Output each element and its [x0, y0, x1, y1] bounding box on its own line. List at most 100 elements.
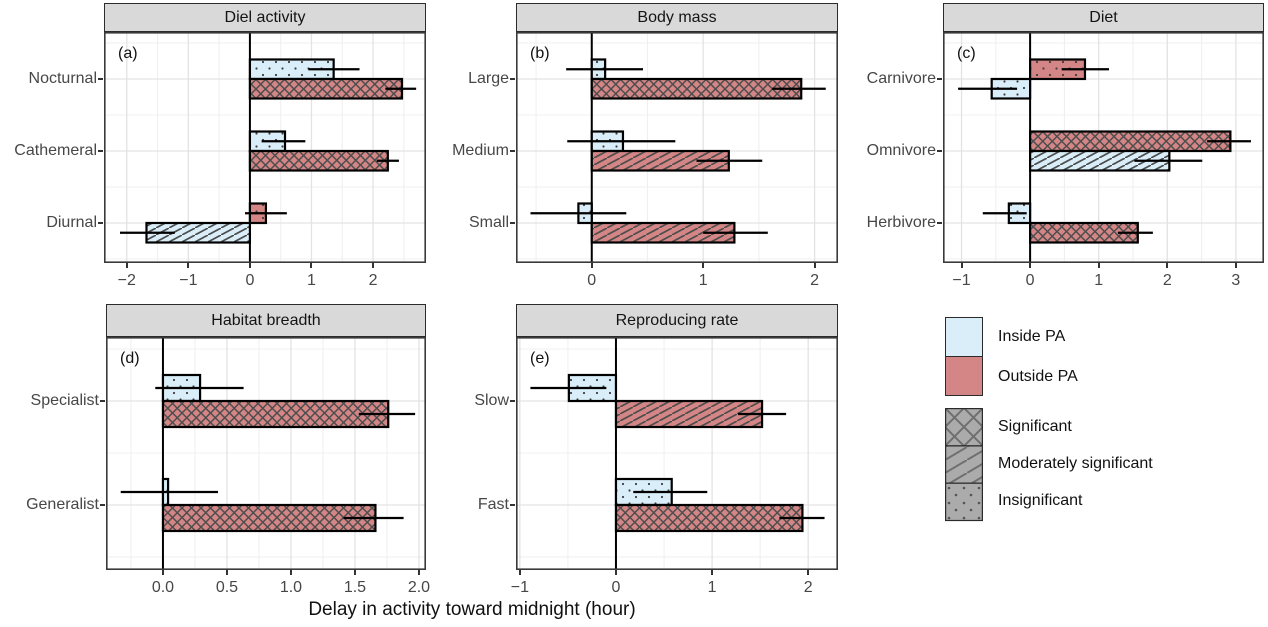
- bar-pattern: [249, 59, 334, 79]
- y-tick-mark: [510, 150, 515, 152]
- panel-border: [943, 32, 1264, 263]
- x-tick-mark: [711, 570, 714, 575]
- bar-pattern: [615, 401, 763, 428]
- bar-pattern: [162, 504, 376, 531]
- y-tick-mark: [98, 77, 103, 80]
- panel-plot-a: (a): [104, 32, 426, 263]
- x-tick-label: 3: [1231, 272, 1241, 289]
- x-tick-label: 0: [587, 272, 597, 289]
- x-tick-label: 2: [810, 272, 820, 289]
- panel-border: [106, 337, 426, 570]
- x-tick-label: 0: [611, 579, 621, 596]
- x-tick-mark: [161, 570, 164, 575]
- bar-pattern: [615, 504, 803, 531]
- legend-swatch-moderately-significant: [945, 445, 983, 484]
- x-tick-mark: [353, 570, 356, 575]
- x-tick-mark: [702, 263, 705, 268]
- category-label: Large: [468, 69, 509, 87]
- legend-swatch-outside-pa: [945, 356, 983, 396]
- facet-strip-e: Reproducing rate: [516, 304, 838, 337]
- x-tick-mark: [310, 263, 313, 268]
- category-label: Cathemeral: [14, 142, 97, 159]
- x-tick-mark: [248, 263, 251, 268]
- x-tick-label: −1: [510, 579, 529, 596]
- bar-pattern: [1030, 151, 1170, 171]
- x-tick-label: 0: [1025, 272, 1035, 289]
- category-label: Herbivore: [866, 213, 936, 231]
- x-tick-mark: [417, 570, 420, 575]
- x-tick-label: 2.0: [407, 579, 431, 596]
- x-tick-mark: [1097, 263, 1100, 268]
- y-tick-mark: [100, 400, 105, 402]
- panel-plot-b: (b): [516, 32, 838, 263]
- x-tick-mark: [225, 570, 228, 575]
- category-label: Fast: [477, 495, 509, 513]
- x-tick-label: 2: [368, 272, 378, 289]
- legend: Inside PA Outside PA Significant Moderat…: [945, 317, 1265, 547]
- category-label: Carnivore: [866, 69, 936, 87]
- facet-strip-d: Habitat breadth: [106, 304, 426, 337]
- x-tick-mark: [1166, 263, 1169, 268]
- panel-border: [516, 337, 838, 570]
- category-label: Nocturnal: [28, 69, 97, 87]
- x-tick-mark: [518, 570, 521, 575]
- x-tick-label: 1.5: [343, 579, 367, 596]
- x-tick-label: −1: [952, 272, 971, 289]
- x-tick-label: 0.5: [215, 579, 239, 596]
- y-tick-mark: [510, 503, 515, 506]
- x-tick-mark: [590, 263, 593, 268]
- y-tick-mark: [98, 221, 103, 224]
- x-tick-mark: [1029, 263, 1032, 268]
- x-tick-mark: [125, 263, 128, 268]
- bar-pattern: [162, 401, 389, 428]
- bar-pattern: [1030, 59, 1085, 79]
- legend-label-inside-pa: Inside PA: [998, 328, 1066, 345]
- y-tick-mark: [100, 503, 105, 506]
- bar-pattern: [1030, 131, 1231, 152]
- panel-plot-d: (d): [106, 337, 426, 570]
- y-tick-mark: [937, 77, 942, 80]
- panel-tag: (e): [530, 350, 550, 367]
- legend-label-outside-pa: Outside PA: [998, 368, 1078, 385]
- x-tick-label: 0.0: [151, 579, 175, 596]
- x-tick-label: 0: [245, 272, 255, 289]
- panel-border: [104, 32, 426, 263]
- x-tick-label: 1: [1094, 272, 1104, 289]
- panel-tag: (c): [957, 45, 976, 62]
- category-label: Diurnal: [46, 213, 97, 231]
- category-label: Generalist: [26, 495, 99, 513]
- y-tick-mark: [510, 400, 515, 402]
- y-tick-mark: [937, 221, 942, 224]
- panel-plot-e: (e): [516, 337, 838, 570]
- legend-label-moderately-significant: Moderately significant: [998, 455, 1153, 472]
- x-tick-label: 1: [707, 579, 717, 596]
- x-axis-title: Delay in activity toward midnight (hour): [308, 599, 636, 620]
- y-tick-mark: [510, 221, 515, 224]
- category-label: Specialist: [30, 392, 99, 409]
- panel-tag: (b): [530, 45, 550, 62]
- legend-swatch-significant: [945, 408, 983, 447]
- bar-pattern: [591, 78, 802, 99]
- bar-pattern: [249, 151, 388, 171]
- bar-pattern: [146, 222, 250, 243]
- bar-pattern: [1030, 222, 1138, 243]
- legend-swatch-inside-pa: [945, 317, 983, 357]
- x-tick-label: 2: [803, 579, 813, 596]
- x-tick-mark: [813, 263, 816, 268]
- y-tick-mark: [937, 150, 942, 152]
- category-label: Omnivore: [866, 142, 936, 159]
- legend-label-significant: Significant: [998, 418, 1072, 435]
- x-tick-mark: [960, 263, 963, 268]
- x-tick-label: 1: [307, 272, 316, 289]
- x-tick-label: 1.0: [279, 579, 303, 596]
- x-tick-mark: [289, 570, 292, 575]
- x-tick-mark: [807, 570, 810, 575]
- bar-pattern: [249, 78, 402, 99]
- facet-strip-b: Body mass: [516, 3, 838, 32]
- x-tick-mark: [372, 263, 375, 268]
- x-tick-label: −1: [179, 272, 198, 289]
- panel-plot-c: (c): [943, 32, 1264, 263]
- x-tick-mark: [187, 263, 190, 268]
- category-label: Slow: [474, 392, 509, 409]
